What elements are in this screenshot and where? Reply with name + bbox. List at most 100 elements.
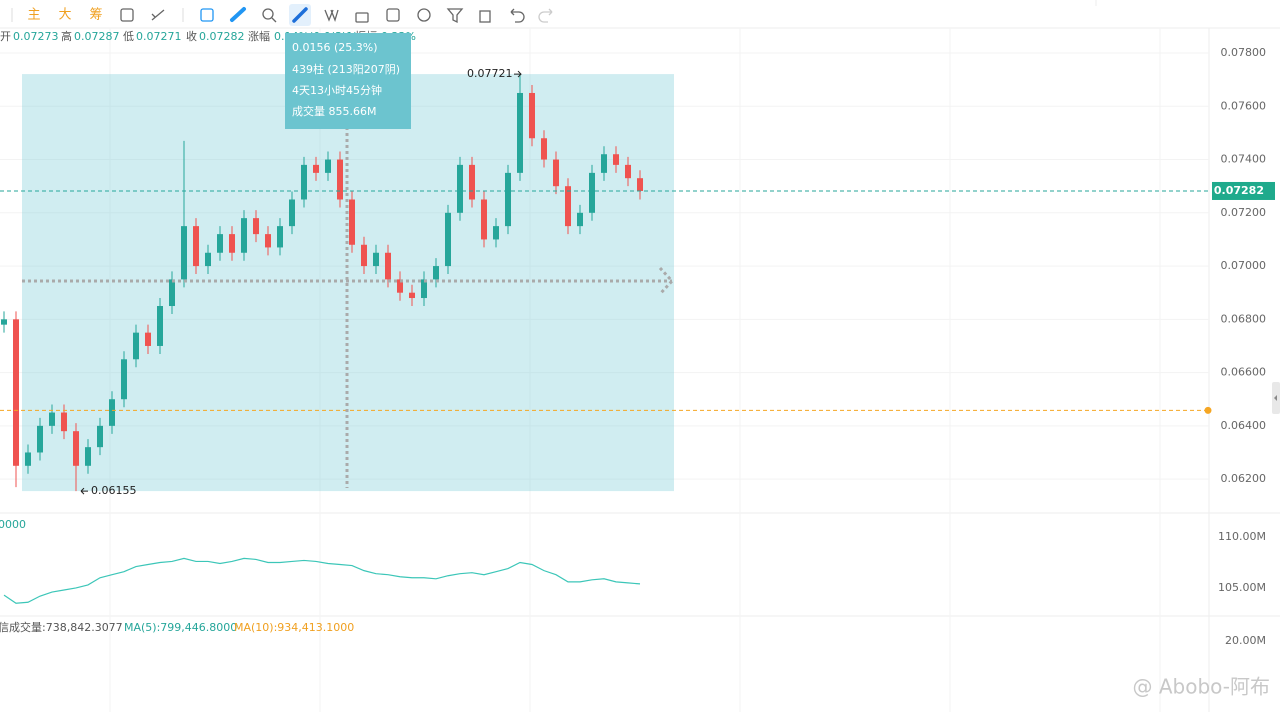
candle-body <box>385 252 391 280</box>
icon[interactable] <box>120 8 134 22</box>
candle-body <box>1 319 7 325</box>
close-value: 0.07282 <box>199 30 245 43</box>
candle-body <box>481 199 487 240</box>
candle-body <box>517 92 523 173</box>
icon[interactable] <box>538 8 553 23</box>
candle-body <box>49 412 55 426</box>
icon[interactable] <box>200 8 214 22</box>
candle-body <box>349 199 355 245</box>
icon[interactable] <box>479 10 491 23</box>
tooltip-line: 成交量 855.66M <box>292 104 376 118</box>
y-tick-label: 0.07000 <box>1221 259 1267 272</box>
candle-body <box>61 412 67 432</box>
candle-body <box>565 186 571 227</box>
last-price-label: 0.07282 <box>1214 184 1264 197</box>
candle-body <box>109 399 115 426</box>
candle-body <box>277 226 283 248</box>
candle-body <box>625 164 631 179</box>
candle-body <box>181 226 187 280</box>
candle-body <box>577 212 583 227</box>
candle-body <box>265 234 271 248</box>
icon[interactable] <box>510 8 525 23</box>
candle-body <box>541 138 547 160</box>
candle-body <box>529 92 535 139</box>
low-label: 低 <box>123 30 134 43</box>
main-button[interactable]: 主 <box>27 8 40 23</box>
candle-body <box>373 252 379 267</box>
y-tick-label: 0.06400 <box>1221 419 1267 432</box>
change-label: 涨幅 <box>248 30 270 43</box>
y-tick-label: 0.06600 <box>1221 366 1267 379</box>
volume-label: 信成交量:738,842.3077 <box>0 620 123 634</box>
candle-body <box>85 447 91 466</box>
y-tick-label: 0.06200 <box>1221 472 1267 485</box>
y-tick-label: 0.07400 <box>1221 153 1267 166</box>
icon[interactable] <box>151 9 165 21</box>
tooltip-line: 4天13小时45分钟 <box>292 83 382 97</box>
plot: 0.06200 0.06400 0.06600 0.06800 0.07000 0.072… <box>0 46 1275 604</box>
candle-body <box>325 159 331 173</box>
icon[interactable] <box>271 17 277 23</box>
icon[interactable] <box>324 9 339 22</box>
y-tick-label: 0.07600 <box>1221 99 1267 112</box>
candle-body <box>205 252 211 267</box>
icon[interactable] <box>417 8 431 22</box>
icon[interactable] <box>355 12 369 23</box>
vertical-grid <box>109 28 1161 712</box>
high-value: 0.07287 <box>74 30 120 43</box>
candle-body <box>553 159 559 187</box>
candle-body <box>397 279 403 293</box>
ma10-label: MA(10):934,413.1000 <box>234 621 354 634</box>
icon[interactable] <box>292 7 308 23</box>
candle-body <box>289 199 295 227</box>
candle-body <box>457 164 463 213</box>
candle-body <box>433 266 439 280</box>
volume-axis-label: 20.00M <box>1225 634 1266 647</box>
candle-body <box>73 431 79 466</box>
candle-body <box>301 164 307 200</box>
low-value: 0.07271 <box>136 30 182 43</box>
candle-body <box>145 332 151 346</box>
arrow <box>80 487 88 495</box>
watermark: @ Abobo-阿布 <box>1133 675 1271 699</box>
candle-body <box>25 452 31 466</box>
indicator-label: 0000 <box>0 518 26 531</box>
chips-button[interactable]: 筹 <box>89 7 102 23</box>
candle-body <box>601 154 607 173</box>
big-button[interactable]: 大 <box>58 8 71 23</box>
indicator-line <box>3 557 641 604</box>
ma5-label: MA(5):799,446.8000 <box>124 621 237 634</box>
tooltip <box>285 33 411 129</box>
measure-low-label: 0.06155 <box>91 484 137 497</box>
icon[interactable] <box>446 8 464 24</box>
y-tick-label: 0.06800 <box>1221 312 1267 325</box>
y-tick-label: 110.00M <box>1218 530 1266 543</box>
candle-body <box>409 292 415 299</box>
candle-body <box>589 172 595 213</box>
candle-body <box>121 359 127 400</box>
candle-body <box>13 319 19 466</box>
y-tick-label: 0.07200 <box>1221 206 1267 219</box>
high-label: 高 <box>61 29 72 43</box>
candle-body <box>193 226 199 267</box>
candle-body <box>469 164 475 200</box>
y-tick-label: 0.07800 <box>1221 46 1267 59</box>
candle-body <box>313 164 319 173</box>
candle-body <box>241 218 247 253</box>
candle-body <box>421 279 427 299</box>
candle-body <box>229 234 235 253</box>
icon[interactable] <box>386 8 400 22</box>
open-value: 0.07273 <box>13 30 59 43</box>
alert-dot <box>1204 406 1212 414</box>
tooltip-line: 0.0156 (25.3%) <box>292 41 378 54</box>
tooltip-line: 439柱 (213阳207阴) <box>292 62 400 76</box>
y-tick-label: 105.00M <box>1218 581 1266 594</box>
icon[interactable] <box>230 7 246 22</box>
candle-body <box>637 178 643 191</box>
toolbar-icons <box>120 4 553 26</box>
icon[interactable] <box>262 8 274 20</box>
candle-body <box>445 212 451 267</box>
candle-body <box>613 154 619 165</box>
candle-body <box>157 306 163 346</box>
